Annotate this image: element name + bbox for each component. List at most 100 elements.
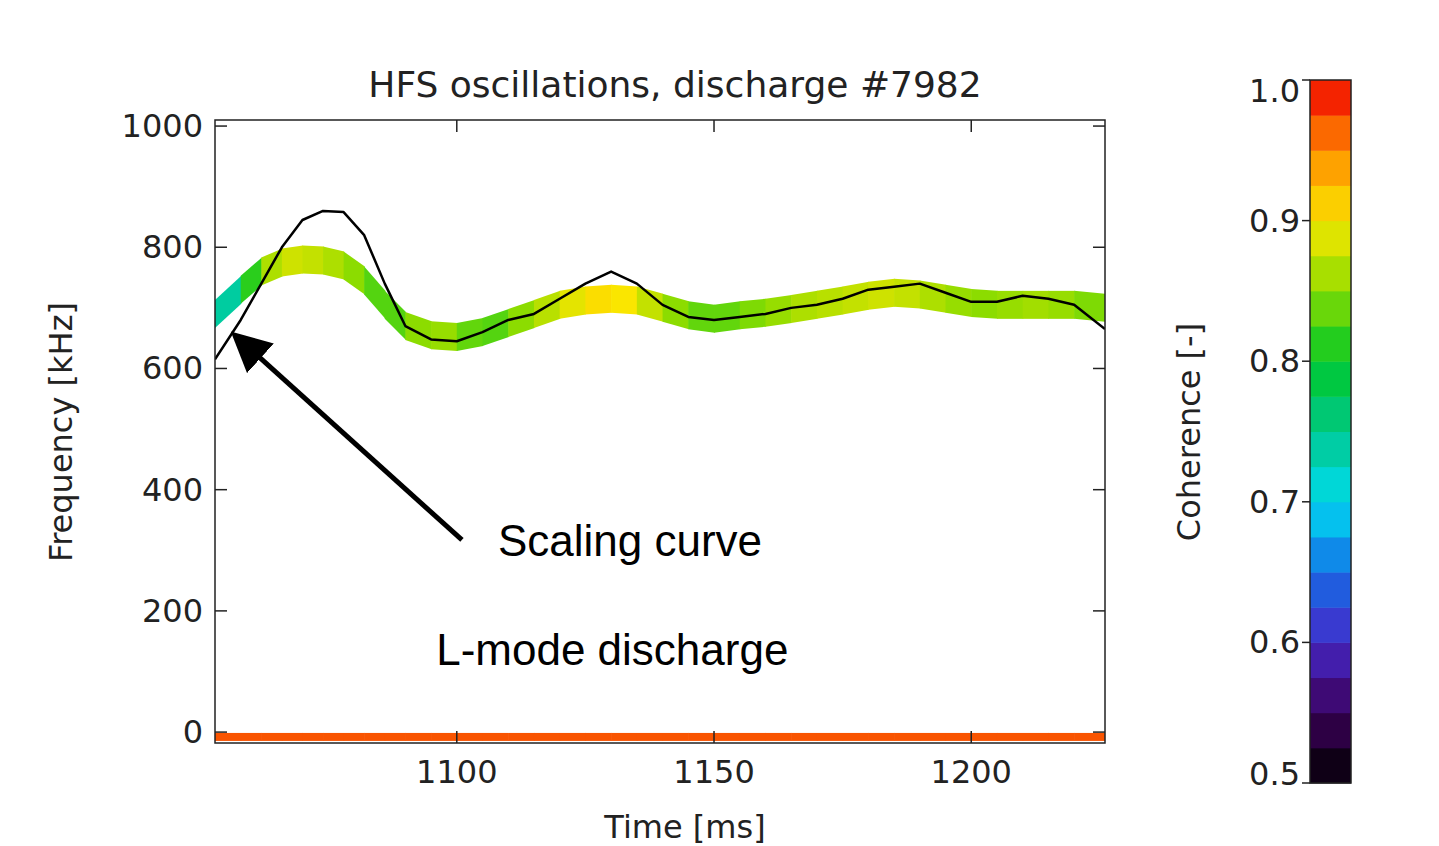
coherence-band <box>457 733 483 741</box>
coherence-band <box>282 245 303 276</box>
colorbar-segment <box>1310 537 1351 573</box>
coherence-band <box>483 309 509 346</box>
y-tick-label: 600 <box>142 349 203 387</box>
coherence-band <box>1074 733 1105 741</box>
coherence-band <box>1048 733 1074 741</box>
colorbar-segment <box>1310 502 1351 538</box>
colorbar-segment <box>1310 361 1351 397</box>
colorbar-segment <box>1310 432 1351 468</box>
y-tick-label: 400 <box>142 471 203 509</box>
plot-marks <box>215 211 1105 741</box>
title: HFS oscillations, discharge #7982 <box>368 64 981 105</box>
coherence-band <box>585 733 611 741</box>
colorbar-segment <box>1310 713 1351 749</box>
coherence-band <box>483 733 509 741</box>
colorbar-segment <box>1310 642 1351 678</box>
coherence-band <box>215 276 241 328</box>
coherence-band <box>215 733 241 741</box>
colorbar-tick-label: 0.8 <box>1249 342 1300 380</box>
colorbar-tick-label: 1.0 <box>1249 72 1300 110</box>
coherence-band <box>611 733 637 741</box>
x-axis-title: Time [ms] <box>603 808 765 846</box>
colorbar-tick <box>1302 220 1310 222</box>
coherence-band <box>714 733 740 741</box>
coherence-band <box>946 733 972 741</box>
colorbar-segment <box>1310 185 1351 221</box>
coherence-band <box>791 733 817 741</box>
y-tick <box>1093 125 1105 127</box>
coherence-band <box>637 287 663 322</box>
x-tick-label: 1100 <box>416 753 497 791</box>
colorbar-segment <box>1310 256 1351 292</box>
x-tick <box>456 731 458 743</box>
coherence-band <box>534 733 560 741</box>
colorbar-segment <box>1310 467 1351 503</box>
y-tick <box>215 610 227 612</box>
coherence-band <box>868 733 894 741</box>
coherence-band <box>241 733 262 741</box>
y-axis-title: Frequency [kHz] <box>42 302 80 562</box>
x-tick <box>713 120 715 132</box>
y-tick-label: 200 <box>142 592 203 630</box>
colorbar-segment <box>1310 678 1351 714</box>
colorbar-tick <box>1302 501 1310 503</box>
coherence-band <box>894 733 920 741</box>
colorbar-frame <box>1310 80 1351 783</box>
x-tick <box>456 120 458 132</box>
y-tick-label: 1000 <box>122 107 203 145</box>
y-tick <box>1093 731 1105 733</box>
coherence-band <box>431 321 457 351</box>
coherence-band <box>663 733 689 741</box>
colorbar-segment <box>1310 748 1351 784</box>
y-tick <box>215 368 227 370</box>
colorbar-segment <box>1310 221 1351 257</box>
scaling-curve <box>215 211 1105 359</box>
colorbar-segment <box>1310 291 1351 327</box>
y-tick <box>1093 489 1105 491</box>
y-tick <box>1093 247 1105 249</box>
coherence-band <box>364 733 385 741</box>
annotations: Scaling curve L-mode discharge <box>238 338 788 674</box>
annotation: Scaling curve <box>498 516 762 565</box>
coherence-band <box>241 258 262 304</box>
coherence-band <box>385 733 406 741</box>
colorbar-segment <box>1310 326 1351 362</box>
coherence-band <box>1023 733 1049 741</box>
coherence-band <box>302 245 323 274</box>
colorbar-tick <box>1302 360 1310 362</box>
colorbar-segment <box>1310 80 1351 116</box>
x-tick-label: 1150 <box>673 753 754 791</box>
y-tick <box>1093 610 1105 612</box>
coherence-band <box>997 291 1023 319</box>
coherence-band <box>385 291 406 340</box>
coherence-band <box>843 733 869 741</box>
coherence-band <box>282 733 303 741</box>
annotation-arrow <box>238 338 462 540</box>
x-tick <box>970 731 972 743</box>
coherence-band <box>868 279 894 310</box>
chart: 11001150120002004006008001000HFS oscilla… <box>0 0 1439 846</box>
y-tick <box>215 731 227 733</box>
coherence-band <box>323 247 344 280</box>
coherence-band <box>302 733 323 741</box>
coherence-band <box>323 733 344 741</box>
x-tick <box>970 120 972 132</box>
coherence-band <box>405 733 431 741</box>
colorbar-tick-label: 0.5 <box>1249 755 1300 793</box>
colorbar-segment <box>1310 607 1351 643</box>
colorbar-tick-label: 0.7 <box>1249 483 1300 521</box>
coherence-band <box>637 733 663 741</box>
coherence-band <box>344 733 365 741</box>
coherence-band <box>971 289 997 319</box>
coherence-band <box>405 312 431 349</box>
coherence-band <box>740 733 766 741</box>
plot-frame <box>215 120 1105 743</box>
colorbar-tick-label: 0.6 <box>1249 623 1300 661</box>
x-tick-label: 1200 <box>931 753 1012 791</box>
coherence-band <box>261 733 282 741</box>
coherence-band <box>431 733 457 741</box>
y-tick-label: 0 <box>183 713 203 751</box>
annotation: L-mode discharge <box>436 625 788 674</box>
coherence-band <box>920 733 946 741</box>
coherence-band <box>765 733 791 741</box>
